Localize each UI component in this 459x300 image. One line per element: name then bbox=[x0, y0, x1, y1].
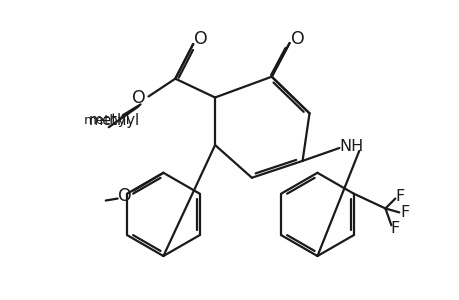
Text: F: F bbox=[400, 205, 409, 220]
Text: O: O bbox=[131, 89, 145, 107]
Text: F: F bbox=[390, 221, 399, 236]
Text: O: O bbox=[290, 30, 304, 48]
Text: O: O bbox=[194, 30, 207, 48]
Text: methyl: methyl bbox=[84, 114, 130, 127]
Text: F: F bbox=[395, 189, 404, 204]
Text: O: O bbox=[118, 187, 131, 205]
Text: methyl: methyl bbox=[88, 113, 139, 128]
Text: NH: NH bbox=[338, 139, 363, 154]
